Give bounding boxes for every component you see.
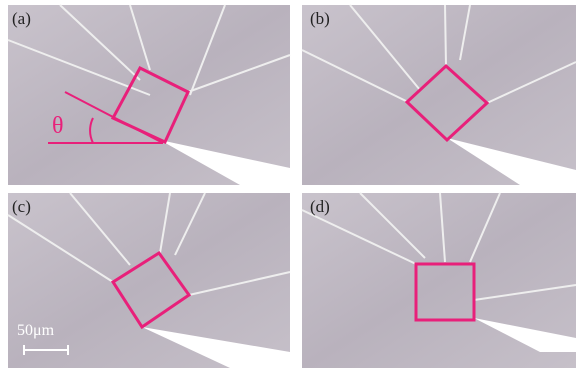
panel-label: (c) (12, 197, 31, 216)
figure: θ (a) (b) (c) 50μm (d) (0, 0, 584, 373)
angle-label: θ (52, 113, 64, 139)
panel-label: (b) (310, 9, 330, 28)
panel-d: (d) (302, 193, 576, 368)
panel-c: (c) 50μm (8, 193, 290, 368)
micrograph (302, 5, 576, 185)
panel-a: θ (a) (8, 5, 290, 185)
panel-b: (b) (302, 5, 576, 185)
scale-bar-label: 50μm (17, 322, 55, 339)
panel-label: (d) (310, 197, 330, 216)
panel-label: (a) (12, 9, 31, 28)
micrograph (8, 193, 290, 368)
